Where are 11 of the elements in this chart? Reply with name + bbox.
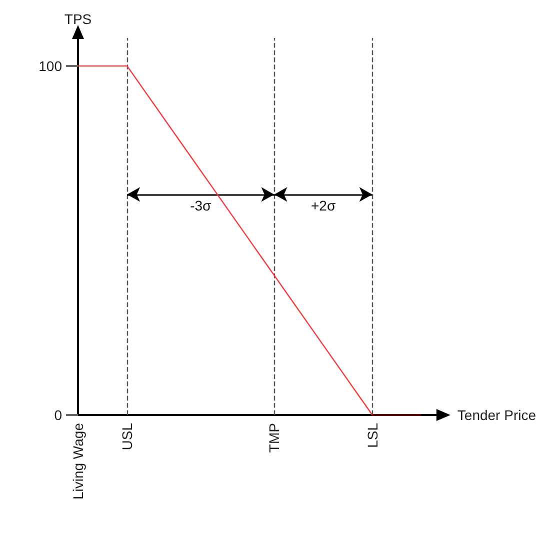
line-series [77, 65, 373, 416]
x-axis-title: Tender Price [457, 407, 536, 423]
x-tick-label: Living Wage [70, 422, 86, 500]
annotation: +2σ [310, 197, 336, 214]
x-tick-label: TMP [266, 423, 282, 453]
y-tick-label: 100 [38, 58, 62, 74]
x-tick-label: LSL [364, 422, 380, 448]
annotation: -3σ [190, 197, 212, 214]
y-axis-title: TPS [64, 11, 92, 27]
y-tick-label: 0 [54, 407, 62, 423]
x-tick-label: USL [119, 422, 136, 450]
